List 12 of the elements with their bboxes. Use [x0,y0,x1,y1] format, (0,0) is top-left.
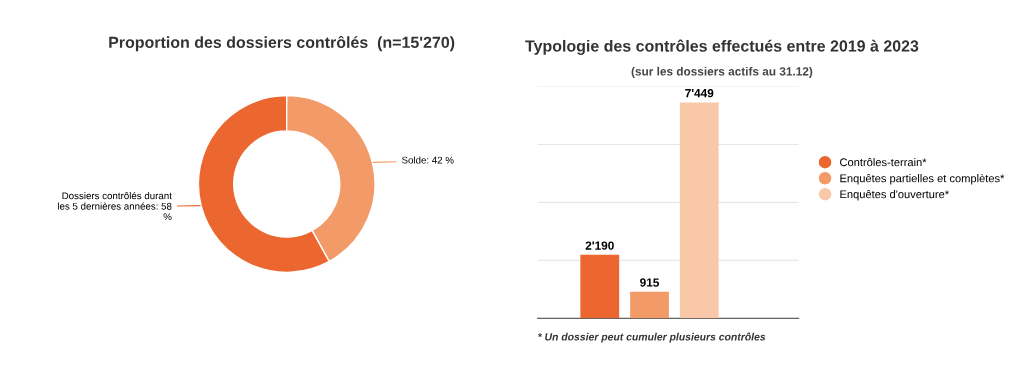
chart-title: Typologie des contrôles effectués entre 2019 à 2023 [525,39,919,55]
chart-subtitle: (sur les dossiers actifs au 31.12) [631,66,813,78]
legend-label: Enquêtes partielles et complètes* [840,173,1005,185]
slice-label: Solde: 42 % [401,156,454,164]
legend-label: Contrôles-terrain* [840,158,927,167]
chart-title: Proportion des dossiers contrôlés (n=15'270) [109,35,455,52]
data-label: 2'190 [585,241,614,250]
text: * Un dossier peut cumuler plusieurs contrôles [538,332,766,343]
data-label: 7'449 [685,88,714,98]
slice-label: Dossiers contrôlés durant les 5 dernières années: 58 % [57,191,172,221]
legend-label: Enquêtes d'ouverture* [840,190,949,201]
data-label: 915 [640,278,660,287]
